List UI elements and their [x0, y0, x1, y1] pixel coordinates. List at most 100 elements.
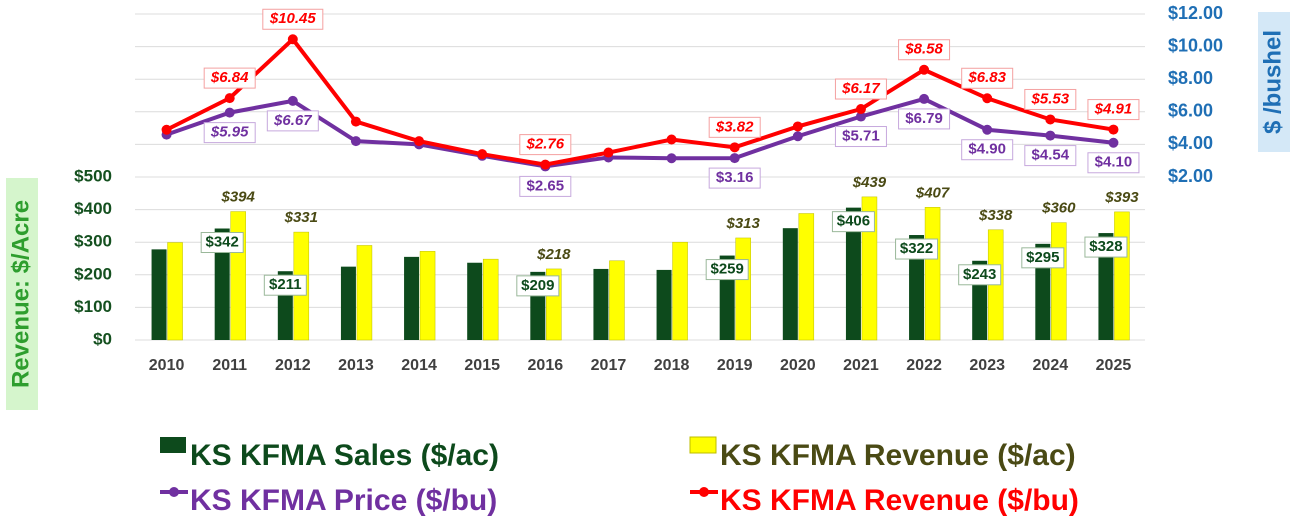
line: [165, 36, 1114, 167]
x-tick-label: 2022: [906, 357, 942, 374]
data-label: $295: [1026, 249, 1059, 266]
legend-swatch: [160, 437, 186, 453]
x-tick-label: 2023: [969, 357, 1005, 374]
data-label: $6.67: [273, 112, 312, 129]
x-tick-label: 2021: [843, 357, 879, 374]
data-label: $6.17: [841, 80, 880, 97]
x-tick-label: 2017: [591, 357, 627, 374]
y2-axis-title: $ /bushel: [1259, 30, 1286, 134]
bar: [656, 269, 672, 340]
data-label-box: [1084, 236, 1128, 258]
bar: [230, 211, 246, 341]
legend-swatch: [169, 487, 179, 497]
y-tick-label: $400: [74, 199, 112, 218]
data-label: $406: [837, 213, 870, 230]
data-label-box: [203, 122, 256, 144]
data-label-box: [708, 167, 761, 189]
bar: [340, 266, 356, 340]
data-label: $3.16: [716, 169, 754, 186]
data-label: $209: [521, 277, 554, 294]
bar: [1098, 233, 1114, 340]
data-label-box: [961, 139, 1014, 161]
bar: [404, 256, 420, 340]
data-label: $342: [206, 233, 239, 250]
bar: [782, 228, 798, 340]
data-label-box: [262, 8, 324, 30]
data-label-box: [708, 116, 761, 138]
data-label-box: [266, 110, 319, 132]
marker: [477, 149, 488, 160]
data-label: $4.90: [968, 141, 1006, 158]
bar: [593, 268, 609, 340]
marker: [350, 116, 361, 127]
x-tick-label: 2020: [780, 357, 816, 374]
data-label-box: [705, 259, 749, 281]
data-label-box: [958, 264, 1002, 286]
marker: [855, 111, 866, 122]
data-label-box: [519, 134, 572, 156]
marker: [982, 93, 993, 104]
marker: [1108, 124, 1119, 135]
bar: [482, 258, 499, 341]
bar: [467, 262, 483, 340]
y2-tick-label: $2.00: [1168, 166, 1213, 186]
bar: [735, 237, 751, 341]
marker: [855, 104, 866, 115]
legend-swatch: [699, 487, 709, 497]
x-tick-label: 2012: [275, 357, 311, 374]
data-label-box: [1021, 247, 1065, 269]
marker: [603, 147, 614, 158]
data-label: $6.84: [210, 69, 249, 86]
marker: [224, 107, 235, 118]
data-label-box: [834, 126, 887, 148]
y-tick-label: $300: [74, 232, 112, 251]
y2-tick-label: $12.00: [1168, 3, 1223, 23]
x-tick-label: 2018: [654, 357, 690, 374]
bar: [1051, 222, 1067, 341]
legend-label: KS KFMA Price ($/bu): [190, 484, 497, 517]
data-label: $338: [978, 207, 1013, 224]
data-label: $328: [1089, 238, 1122, 255]
data-label: $3.82: [715, 118, 754, 135]
data-label: $6.79: [905, 110, 943, 127]
marker: [666, 134, 677, 145]
marker: [919, 64, 930, 75]
data-label-box: [263, 274, 307, 296]
bar: [798, 213, 815, 341]
data-label-box: [961, 67, 1014, 89]
bar: [924, 207, 941, 341]
x-tick-label: 2011: [212, 357, 247, 374]
marker: [1045, 114, 1056, 125]
marker: [729, 142, 740, 153]
legend-swatch: [689, 436, 717, 454]
marker: [287, 34, 298, 45]
bar: [909, 235, 925, 340]
data-label: $5.71: [842, 127, 880, 144]
marker: [1045, 130, 1056, 141]
data-label: $4.54: [1032, 147, 1070, 164]
marker: [414, 136, 425, 147]
x-tick-label: 2013: [338, 357, 374, 374]
bar: [356, 245, 373, 341]
legend-label: KS KFMA Sales ($/ac): [190, 439, 499, 472]
data-label-box: [1024, 145, 1077, 167]
y2-tick-label: $6.00: [1168, 101, 1213, 121]
x-tick-label: 2019: [717, 357, 753, 374]
x-tick-label: 2015: [464, 357, 500, 374]
marker: [666, 153, 677, 164]
data-label-box: [834, 78, 887, 100]
bar: [609, 260, 625, 341]
data-label-box: [1087, 152, 1140, 174]
data-label: $211: [269, 276, 302, 293]
data-label: $259: [711, 261, 744, 278]
y-tick-label: $200: [74, 264, 112, 283]
x-tick-label: 2010: [149, 357, 185, 374]
data-label: $5.53: [1031, 90, 1070, 107]
marker: [287, 95, 298, 106]
line: [165, 96, 1114, 169]
x-tick-label: 2025: [1096, 357, 1132, 374]
data-label: $8.58: [904, 41, 943, 58]
data-label: $4.10: [1095, 154, 1133, 171]
data-label-box: [516, 275, 560, 297]
data-label-box: [895, 238, 939, 260]
